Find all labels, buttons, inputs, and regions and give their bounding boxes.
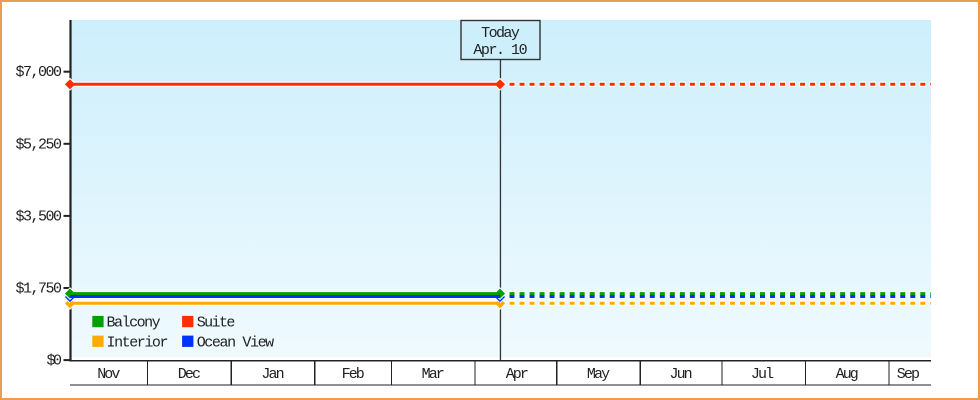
svg-text:Dec: Dec: [178, 366, 201, 383]
svg-text:Feb: Feb: [342, 366, 365, 383]
svg-text:Ocean View: Ocean View: [197, 334, 275, 351]
svg-text:$0: $0: [47, 353, 63, 370]
svg-text:$7,000: $7,000: [16, 64, 63, 81]
svg-text:Jul: Jul: [751, 366, 774, 383]
svg-text:Apr. 10: Apr. 10: [473, 42, 527, 59]
svg-text:Balcony: Balcony: [107, 315, 161, 332]
svg-text:Apr: Apr: [506, 366, 529, 383]
svg-text:Jan: Jan: [261, 366, 284, 383]
svg-text:Today: Today: [481, 25, 520, 42]
svg-text:Interior: Interior: [107, 334, 169, 351]
svg-text:Jun: Jun: [670, 366, 693, 383]
svg-text:Sep: Sep: [897, 366, 920, 383]
svg-text:$1,750: $1,750: [16, 281, 63, 298]
svg-text:$5,250: $5,250: [16, 136, 63, 153]
svg-text:Aug: Aug: [836, 366, 859, 383]
svg-text:May: May: [587, 366, 610, 383]
svg-text:Mar: Mar: [422, 366, 445, 383]
svg-text:$3,500: $3,500: [16, 208, 63, 225]
svg-text:Nov: Nov: [97, 366, 120, 383]
svg-text:Suite: Suite: [197, 315, 236, 332]
